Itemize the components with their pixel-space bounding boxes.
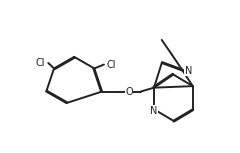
Text: O: O: [125, 86, 133, 97]
Text: Cl: Cl: [107, 60, 116, 70]
Text: N: N: [150, 106, 158, 116]
Text: Cl: Cl: [36, 58, 46, 68]
Text: N: N: [185, 66, 192, 76]
